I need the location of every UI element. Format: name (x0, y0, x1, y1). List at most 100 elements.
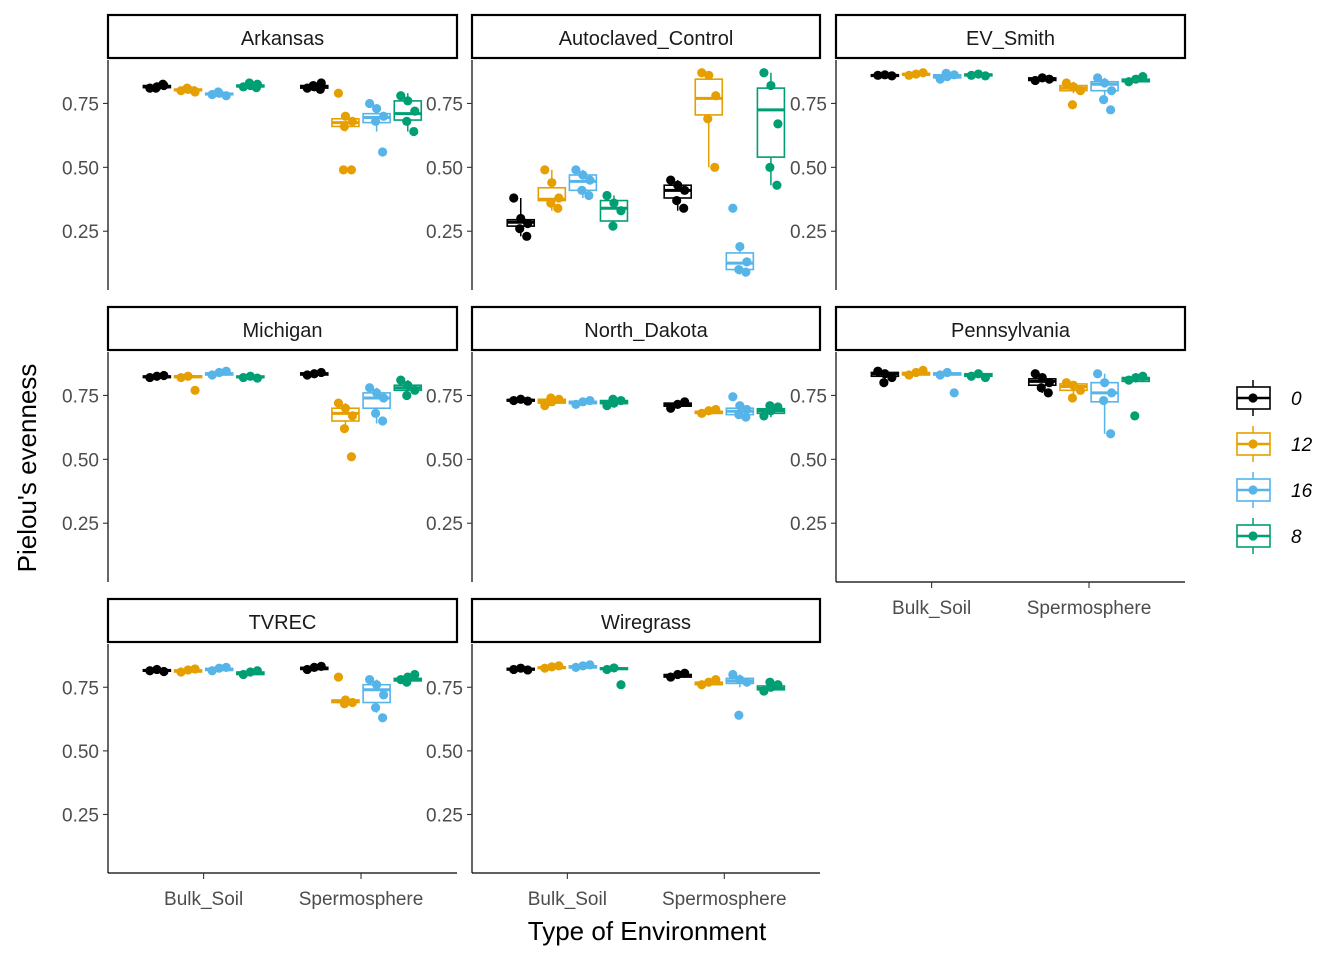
box-Bulk_Soil-16 (932, 68, 962, 84)
box-Bulk_Soil-12 (901, 68, 931, 80)
box-Bulk_Soil-12 (901, 365, 931, 380)
data-point (772, 180, 782, 190)
data-point (585, 660, 595, 670)
box-Bulk_Soil-0 (142, 664, 172, 677)
data-point (585, 175, 595, 185)
box-Spermosphere-16 (362, 383, 391, 426)
data-point (966, 70, 976, 80)
box-Bulk_Soil-16 (568, 395, 598, 409)
data-point (773, 680, 783, 690)
data-point (918, 68, 928, 78)
data-point (616, 206, 626, 216)
legend-item-12: 12 (1236, 426, 1313, 462)
box-Spermosphere-16 (1090, 369, 1119, 439)
box-Bulk_Soil-0 (142, 370, 172, 383)
data-point (245, 667, 255, 677)
box-Bulk_Soil-0 (870, 366, 900, 388)
data-point (759, 68, 769, 78)
data-point (410, 106, 420, 116)
data-point (734, 410, 744, 420)
data-point (207, 370, 217, 380)
data-point (1075, 385, 1086, 395)
data-point (571, 165, 581, 175)
data-point (584, 190, 594, 201)
data-point (949, 388, 959, 398)
y-tick-label: 0.75 (426, 94, 463, 115)
data-point (980, 71, 990, 81)
facet-strip (106, 13, 459, 60)
data-point (673, 180, 683, 190)
data-point (1093, 369, 1103, 379)
data-point (183, 665, 193, 675)
data-point (238, 372, 248, 383)
data-point (315, 84, 325, 94)
data-point (1067, 100, 1078, 110)
data-point (728, 203, 738, 213)
facet-strip (106, 305, 459, 352)
y-tick-label: 0.75 (790, 386, 827, 407)
data-point (602, 664, 612, 675)
y-tick-label: 0.25 (62, 514, 99, 535)
data-point (1061, 78, 1072, 88)
data-point (735, 675, 745, 685)
data-point (765, 677, 775, 687)
box-Bulk_Soil-0 (506, 394, 536, 406)
data-point (966, 371, 976, 381)
data-point (252, 373, 262, 383)
y-tick-label: 0.50 (62, 742, 99, 763)
y-tick-label: 0.50 (426, 742, 463, 763)
data-point (1044, 74, 1054, 84)
data-point (873, 366, 883, 376)
box-Spermosphere-8 (756, 677, 786, 696)
data-point (609, 198, 619, 208)
data-point (616, 680, 626, 690)
data-point (1107, 388, 1117, 398)
data-point (711, 91, 721, 101)
y-tick-label: 0.75 (790, 94, 827, 115)
data-point (540, 401, 550, 411)
data-point (409, 126, 419, 137)
data-point (183, 371, 193, 381)
box-Bulk_Soil-8 (599, 394, 629, 411)
data-point (578, 170, 588, 180)
data-point (1068, 82, 1079, 92)
box-Bulk_Soil-0 (506, 193, 536, 241)
data-point (379, 111, 389, 121)
data-point (190, 385, 200, 395)
data-point (221, 662, 231, 673)
data-point (577, 185, 587, 195)
x-tick-label: Spermosphere (1027, 598, 1152, 619)
data-point (152, 664, 162, 675)
box-Spermosphere-8 (393, 375, 423, 401)
y-tick-label: 0.75 (62, 678, 99, 699)
data-point (666, 175, 676, 185)
data-point (728, 669, 738, 680)
data-point (516, 213, 526, 224)
facet-North_Dakota: North_Dakota 0.25 0.50 0.75 (426, 305, 822, 582)
x-axis-title: Type of Environment (528, 916, 767, 946)
data-point (554, 394, 564, 404)
data-point (1107, 86, 1117, 96)
data-point (1100, 378, 1110, 388)
data-point (402, 390, 412, 401)
box-Spermosphere-0 (663, 175, 692, 213)
data-point (741, 412, 751, 422)
data-point (221, 366, 231, 376)
legend-key-point (1248, 439, 1258, 449)
data-point (189, 86, 199, 96)
facet-title: Arkansas (241, 28, 324, 50)
data-point (316, 367, 326, 378)
box-Spermosphere-0 (663, 397, 692, 413)
data-point (516, 663, 526, 673)
data-point (1130, 411, 1140, 421)
facet-title: North_Dakota (584, 320, 708, 342)
data-point (523, 396, 533, 406)
data-point (245, 371, 255, 381)
facet-TVREC: TVREC 0.25 0.50 0.75 Bulk_Soil Spermosphere (62, 597, 459, 910)
data-point (182, 83, 192, 93)
data-point (214, 663, 224, 673)
data-point (540, 663, 550, 673)
y-tick-label: 0.25 (426, 222, 463, 243)
data-point (1124, 77, 1134, 87)
data-point (742, 677, 752, 687)
